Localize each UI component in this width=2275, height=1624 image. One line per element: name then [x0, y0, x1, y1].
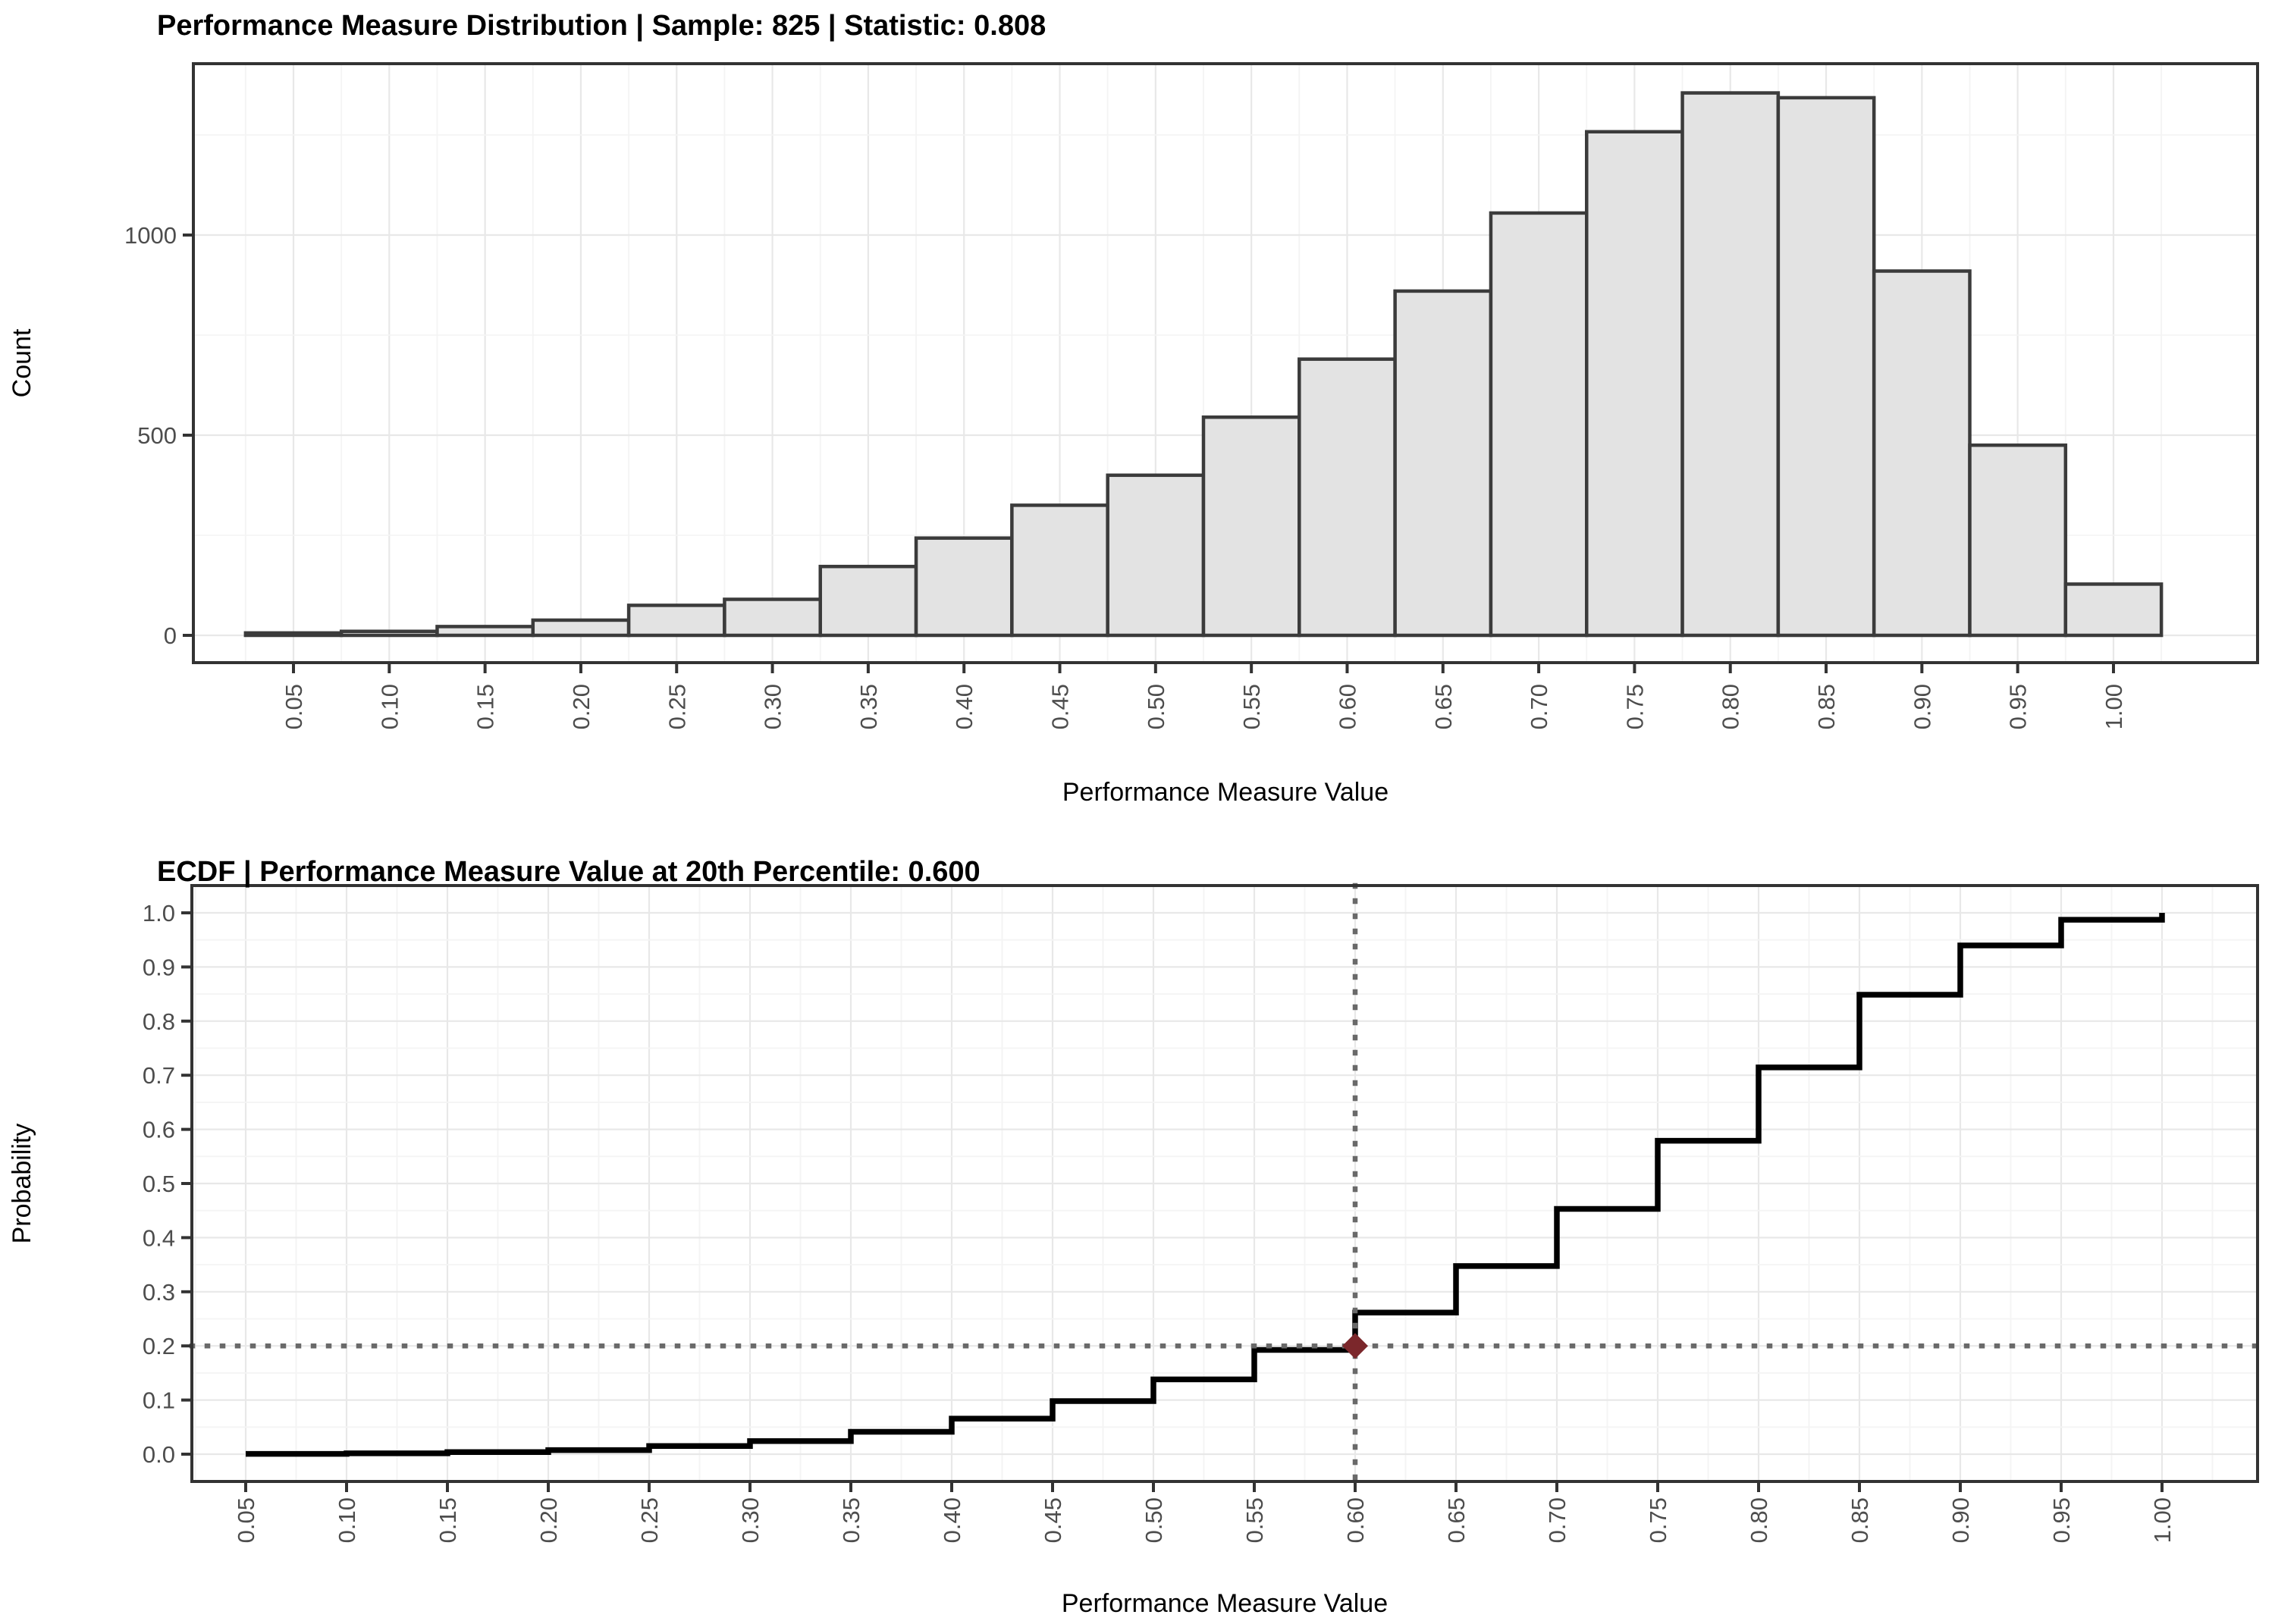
x-tick-label: 0.85 — [1847, 1497, 1873, 1543]
panel-border — [192, 62, 2259, 664]
x-tick-label: 0.45 — [1047, 684, 1074, 729]
y-tick-label: 1.0 — [143, 900, 175, 926]
ecdf-chart: 0.05 0.10 0.15 0.20 0.25 0.30 0.35 0.40 0.45 0.50… — [8, 856, 2261, 1618]
x-tick-label: 0.90 — [1947, 1497, 1974, 1543]
x-tick-label: 0.55 — [1238, 684, 1265, 729]
histogram-bars — [243, 91, 2164, 638]
x-tick-label: 0.30 — [760, 684, 786, 729]
x-tick-label: 0.35 — [838, 1497, 864, 1543]
x-tick-label: 0.30 — [737, 1497, 764, 1543]
x-tick-label: 0.20 — [535, 1497, 562, 1543]
y-tick-label: 0 — [164, 622, 177, 649]
ecdf-step-line — [246, 913, 2165, 1457]
x-tick-label: 0.70 — [1526, 684, 1552, 729]
histogram-bar — [818, 564, 918, 638]
histogram-chart: 0.05 0.10 0.15 0.20 0.25 0.30 0.35 0.40 0.45 0.50… — [8, 10, 2259, 807]
y-tick-label: 0.2 — [143, 1333, 175, 1359]
y-tick-label: 0.9 — [143, 954, 175, 980]
histogram-bar — [243, 631, 344, 638]
x-tick-label: 0.75 — [1645, 1497, 1671, 1543]
x-tick-label: 1.00 — [2101, 684, 2127, 729]
histogram-bar — [531, 618, 631, 638]
histogram-bar — [339, 629, 439, 638]
histogram-bar — [914, 536, 1014, 638]
histogram-x-axis-title: Performance Measure Value — [1062, 778, 1389, 807]
x-tick-label: 0.65 — [1443, 1497, 1470, 1543]
y-tick-label: 500 — [137, 422, 177, 449]
x-tick-label: 0.85 — [1813, 684, 1840, 729]
x-tick-label: 0.40 — [951, 684, 977, 729]
histogram-bar — [1201, 415, 1301, 638]
x-tick-label: 0.70 — [1544, 1497, 1571, 1543]
histogram-title: Performance Measure Distribution | Sampl… — [157, 10, 1046, 42]
histogram-bar — [1680, 91, 1781, 638]
x-tick-label: 0.15 — [435, 1497, 461, 1543]
x-tick-label: 0.95 — [2005, 684, 2032, 729]
x-tick-label: 0.25 — [664, 684, 690, 729]
x-tick-label: 0.80 — [1746, 1497, 1772, 1543]
x-tick-label: 0.40 — [939, 1497, 965, 1543]
x-tick-label: 0.50 — [1143, 684, 1169, 729]
ecdf-title: ECDF | Performance Measure Value at 20th… — [157, 856, 981, 888]
x-tick-label: 1.00 — [2149, 1497, 2176, 1543]
histogram-bar — [1968, 443, 2068, 638]
x-tick-label: 0.25 — [636, 1497, 663, 1543]
x-tick-label: 0.80 — [1718, 684, 1744, 729]
x-tick-label: 0.75 — [1621, 684, 1648, 729]
y-tick-label: 0.4 — [143, 1224, 175, 1251]
x-tick-label: 0.60 — [1334, 684, 1360, 729]
histogram-bar — [1872, 269, 1972, 638]
histogram-bar — [1106, 473, 1206, 638]
axis-labels: 0.05 0.10 0.15 0.20 0.25 0.30 0.35 0.40 0.45 0.50… — [143, 900, 2176, 1543]
histogram-bar — [1585, 130, 1684, 638]
x-tick-label: 0.95 — [2048, 1497, 2075, 1543]
y-tick-label: 1000 — [124, 222, 177, 249]
x-tick-label: 0.35 — [855, 684, 882, 729]
x-tick-label: 0.45 — [1040, 1497, 1066, 1543]
histogram-bar — [1489, 211, 1589, 638]
axis-labels: 0.05 0.10 0.15 0.20 0.25 0.30 0.35 0.40 0.45 0.50… — [124, 222, 2127, 729]
x-tick-label: 0.60 — [1342, 1497, 1369, 1543]
axis-ticks — [181, 911, 2164, 1492]
y-tick-label: 0.0 — [143, 1441, 175, 1468]
histogram-bar — [1298, 357, 1397, 638]
ecdf-y-axis-title: Probability — [8, 1124, 36, 1244]
y-tick-label: 0.6 — [143, 1117, 175, 1143]
x-tick-label: 0.55 — [1241, 1497, 1268, 1543]
y-tick-label: 0.1 — [143, 1387, 175, 1414]
y-tick-label: 0.8 — [143, 1008, 175, 1035]
histogram-bar — [1010, 503, 1109, 638]
x-tick-label: 0.05 — [281, 684, 307, 729]
ecdf-x-axis-title: Performance Measure Value — [1062, 1589, 1388, 1618]
histogram-bar — [723, 597, 822, 638]
x-tick-label: 0.10 — [334, 1497, 360, 1543]
histogram-bar — [1393, 289, 1493, 638]
y-tick-label: 0.5 — [143, 1171, 175, 1197]
x-tick-label: 0.50 — [1141, 1497, 1167, 1543]
y-tick-label: 0.3 — [143, 1279, 175, 1306]
y-tick-label: 0.7 — [143, 1062, 175, 1089]
histogram-y-axis-title: Count — [8, 328, 36, 397]
x-tick-label: 0.90 — [1909, 684, 1935, 729]
axis-ticks — [183, 234, 2115, 673]
x-tick-label: 0.05 — [233, 1497, 259, 1543]
histogram-bar — [2063, 582, 2164, 638]
x-tick-label: 0.20 — [568, 684, 595, 729]
percentile-point-marker — [1342, 1333, 1368, 1359]
x-tick-label: 0.10 — [376, 684, 403, 729]
x-tick-label: 0.65 — [1430, 684, 1457, 729]
histogram-bar — [626, 604, 726, 638]
x-tick-label: 0.15 — [472, 684, 499, 729]
histogram-bar — [1776, 96, 1876, 638]
histogram-bar — [435, 625, 535, 638]
